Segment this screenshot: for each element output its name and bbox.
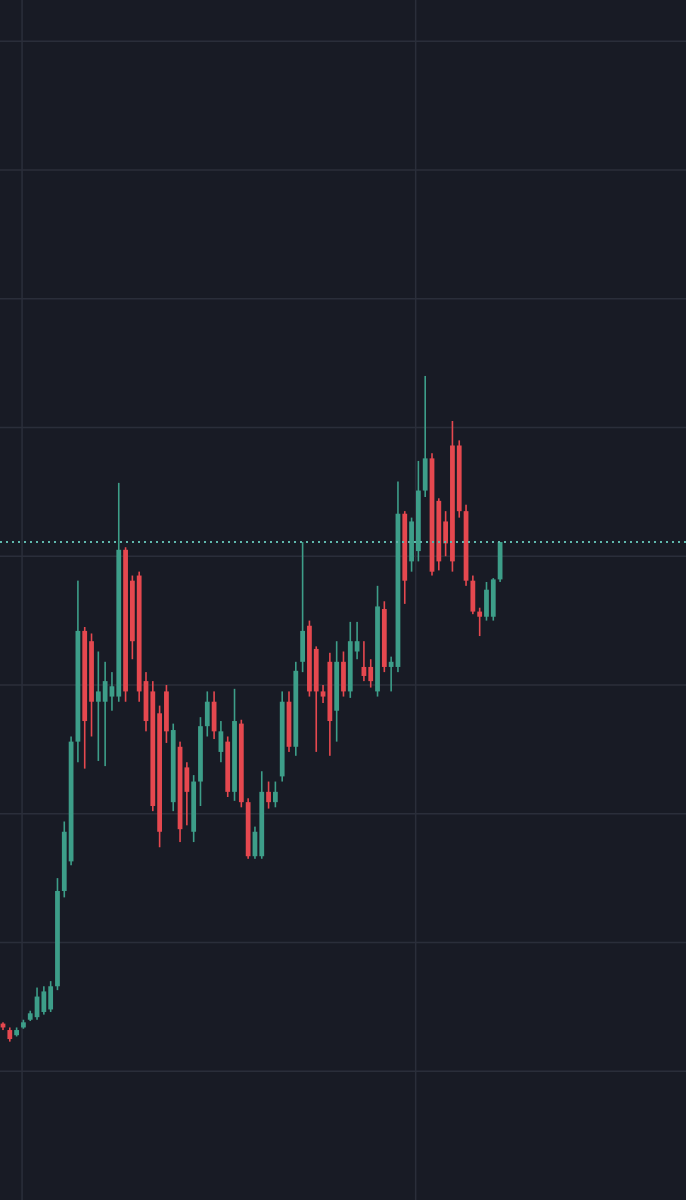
candle-body [89, 641, 94, 702]
candle-body [354, 641, 360, 652]
candle-body [191, 781, 197, 832]
candle-body [470, 580, 476, 612]
candle-body [409, 521, 414, 562]
candle-body [143, 681, 149, 722]
candle-body [347, 641, 353, 692]
candle-body [184, 767, 190, 792]
candle-body [34, 996, 40, 1018]
candle-body [463, 511, 469, 581]
candle-body [204, 701, 210, 727]
candle-body [164, 691, 169, 732]
candle-body [218, 731, 224, 752]
candle-body [170, 730, 176, 803]
candle-body [293, 670, 299, 747]
candle-body [48, 986, 54, 1010]
candle-body [129, 580, 135, 642]
candle-body [279, 701, 285, 777]
candle-body [313, 648, 319, 692]
candle-body [232, 721, 237, 792]
candle-body [395, 513, 401, 667]
candle-body [157, 713, 163, 832]
candle-body [415, 490, 421, 552]
candle-body [75, 630, 81, 742]
candle-body [334, 661, 340, 711]
candle-body [381, 609, 387, 667]
candle-body [14, 1030, 19, 1036]
candle-body [490, 579, 496, 617]
candle-body [429, 458, 435, 572]
candle-body [95, 691, 101, 702]
candle-body [102, 681, 108, 702]
candle-body [41, 991, 47, 1013]
candle-body [21, 1022, 26, 1028]
candle-body [259, 791, 265, 857]
candle-body [266, 791, 271, 803]
candle-body [272, 791, 278, 803]
candle-body [225, 741, 231, 792]
candle-body [341, 661, 346, 692]
candle-body [497, 542, 503, 580]
candle-body [123, 549, 128, 692]
candle-body [245, 802, 251, 857]
candle-body [177, 746, 183, 830]
candle-body [252, 831, 258, 857]
candle-body [327, 661, 333, 722]
candle-body [150, 691, 156, 807]
candle-body [300, 630, 306, 662]
candle-body [375, 606, 380, 692]
candle-body [361, 666, 367, 676]
candle-body [307, 625, 312, 692]
candle-body [402, 513, 408, 581]
candle-body [450, 445, 455, 562]
candle-body [109, 686, 115, 697]
candle-body [422, 458, 428, 491]
candle-body [27, 1013, 33, 1020]
candle-body [68, 741, 74, 862]
candle-body [136, 575, 142, 692]
candle-body [368, 666, 374, 682]
candle-body [456, 445, 462, 512]
candle-body [286, 701, 292, 747]
candle-body [436, 500, 442, 562]
candle-body [55, 890, 60, 987]
candle-body [61, 831, 67, 891]
candle-body [320, 691, 326, 697]
candle-body [388, 661, 394, 667]
candle-body [7, 1030, 13, 1040]
candle-body [477, 611, 483, 617]
candle-body [198, 726, 203, 782]
candle-body [211, 701, 217, 732]
candle-body [0, 1023, 6, 1028]
candle-body [484, 589, 489, 617]
candle-body [116, 549, 122, 697]
candle-body [82, 630, 88, 722]
candle-body [238, 723, 244, 803]
candle-body [443, 521, 449, 544]
